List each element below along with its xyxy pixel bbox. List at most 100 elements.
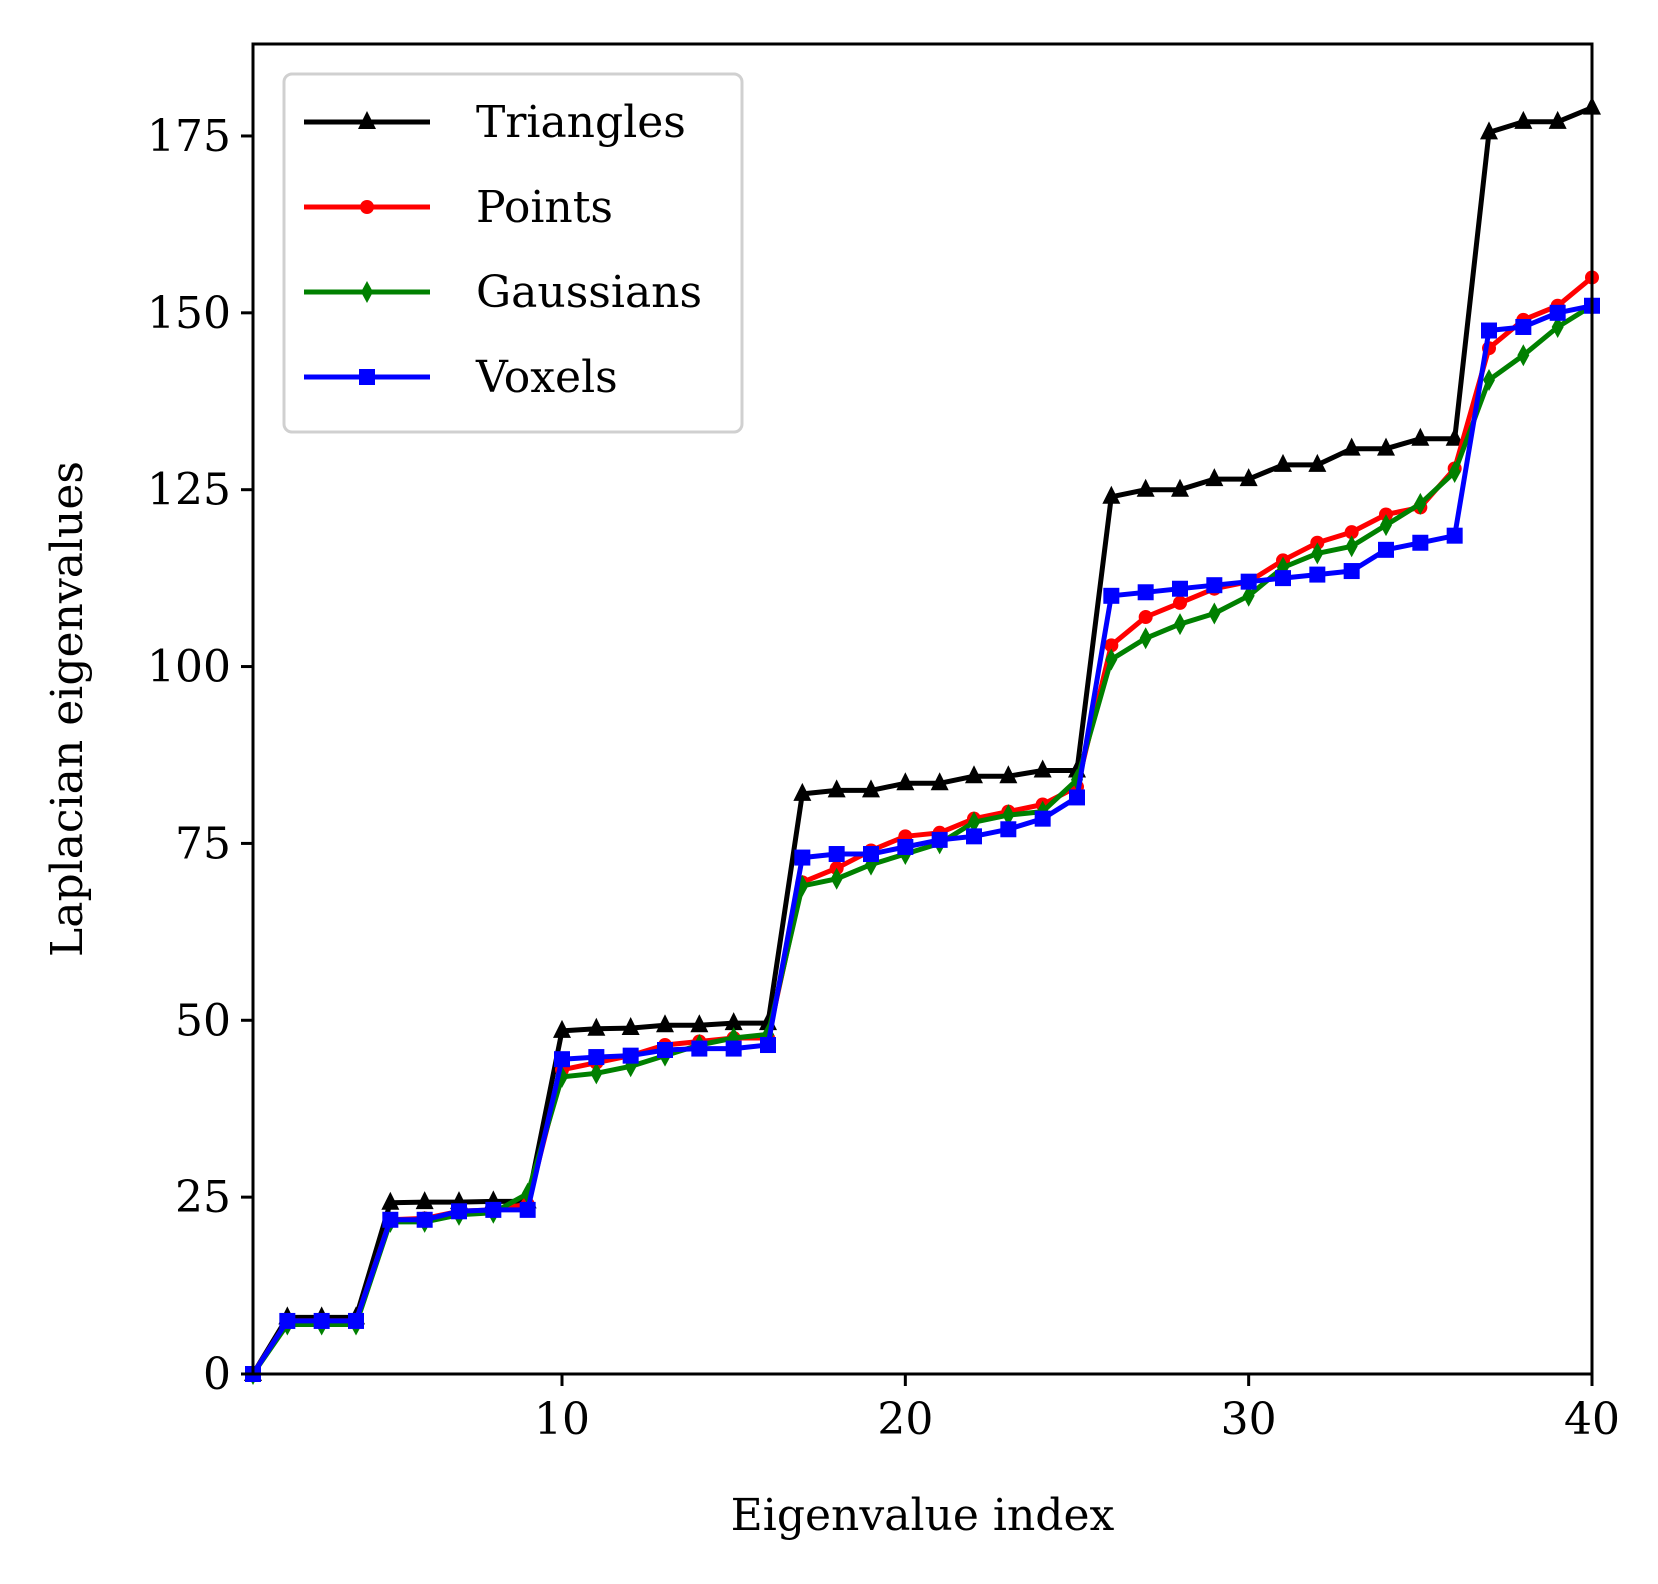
data-point — [1174, 613, 1186, 636]
data-point — [415, 1191, 434, 1210]
data-point — [931, 831, 948, 848]
data-point — [382, 1211, 399, 1228]
data-point — [1138, 610, 1153, 625]
data-point — [588, 1049, 605, 1066]
data-point — [1412, 534, 1429, 551]
data-point — [621, 1017, 640, 1036]
data-point — [966, 828, 982, 845]
data-point — [1171, 478, 1189, 497]
x-tick-label: 10 — [534, 1394, 590, 1445]
data-point — [1172, 580, 1188, 597]
data-point — [1345, 535, 1358, 558]
data-point — [416, 1211, 433, 1228]
data-point — [1377, 437, 1395, 456]
y-tick-label: 150 — [147, 288, 231, 339]
data-point — [1446, 527, 1463, 544]
legend-marker-triangles — [358, 111, 376, 129]
data-point — [968, 811, 980, 834]
legend-label-gaussians: Gaussians — [476, 267, 702, 318]
data-point — [1445, 427, 1464, 446]
data-point — [519, 1201, 536, 1218]
data-point — [1137, 584, 1154, 601]
data-point — [451, 1203, 467, 1220]
data-point — [1517, 344, 1530, 367]
data-point — [862, 779, 880, 798]
data-point — [1242, 584, 1255, 607]
y-tick-label: 0 — [203, 1349, 231, 1400]
data-point — [381, 1191, 400, 1210]
data-point — [1549, 304, 1566, 321]
x-tick-label: 40 — [1564, 1394, 1620, 1445]
legend-label-triangles: Triangles — [476, 97, 686, 148]
data-point — [691, 1040, 708, 1057]
data-point — [1103, 587, 1120, 604]
data-point — [793, 782, 812, 801]
data-point — [1105, 648, 1118, 671]
data-point — [930, 772, 949, 791]
data-point — [965, 765, 983, 784]
x-tick-label: 20 — [877, 1394, 933, 1445]
plot-area-frame — [251, 42, 1594, 1376]
data-point — [1309, 566, 1326, 583]
y-tick-label: 50 — [175, 995, 231, 1046]
y-tick-label: 75 — [175, 818, 231, 869]
data-point — [553, 1019, 571, 1038]
series-line-voxels — [250, 303, 1593, 1376]
data-point — [587, 1017, 606, 1036]
data-point — [1514, 110, 1533, 129]
data-point — [1102, 485, 1121, 504]
y-tick-label: 25 — [175, 1172, 231, 1223]
data-point — [1173, 595, 1187, 610]
data-point — [1139, 627, 1152, 650]
data-point — [1206, 577, 1223, 594]
data-point — [830, 867, 843, 890]
data-point — [1480, 121, 1498, 140]
legend-marker-voxels — [359, 369, 375, 385]
data-point — [725, 1040, 742, 1057]
data-point — [760, 1037, 776, 1054]
data-point — [1136, 478, 1155, 497]
data-point — [1311, 542, 1324, 565]
legend-label-voxels: Voxels — [475, 352, 618, 403]
data-point — [1548, 110, 1567, 129]
data-point — [1342, 437, 1361, 456]
data-point — [348, 1312, 364, 1329]
series-line-triangles — [250, 105, 1593, 1376]
data-point — [999, 765, 1018, 784]
data-point — [1240, 573, 1257, 590]
data-point — [1205, 468, 1224, 487]
data-point — [1033, 759, 1052, 778]
series-layer — [244, 96, 1601, 1385]
data-point — [656, 1014, 674, 1033]
data-point — [1515, 318, 1532, 335]
series-voxels — [245, 297, 1600, 1382]
data-point — [724, 1012, 743, 1031]
data-point — [1344, 525, 1359, 540]
data-point — [828, 846, 845, 863]
y-tick-label: 125 — [147, 465, 231, 516]
data-point — [1551, 315, 1564, 338]
data-point — [1378, 541, 1394, 558]
data-point — [1380, 514, 1392, 537]
data-point — [1343, 563, 1360, 580]
series-line-gaussians — [250, 303, 1594, 1376]
data-point — [1274, 453, 1292, 472]
data-point — [896, 772, 915, 791]
data-point — [690, 1014, 709, 1033]
data-point — [1481, 322, 1497, 339]
data-point — [1104, 638, 1119, 653]
y-tick-label: 175 — [147, 111, 231, 162]
data-point — [827, 779, 846, 798]
data-point — [1411, 427, 1430, 446]
data-point — [313, 1312, 330, 1329]
data-point — [1308, 453, 1327, 472]
x-axis: 10 20 30 40 — [534, 1374, 1620, 1445]
data-point — [554, 1051, 570, 1068]
data-point — [1069, 789, 1085, 806]
y-axis: 0 25 50 75 100 125 150 175 — [147, 111, 253, 1400]
data-point — [897, 838, 914, 855]
legend-marker-gaussians — [361, 281, 373, 303]
y-axis-label: Laplacian eigenvalues — [42, 461, 93, 957]
data-point — [863, 846, 879, 863]
